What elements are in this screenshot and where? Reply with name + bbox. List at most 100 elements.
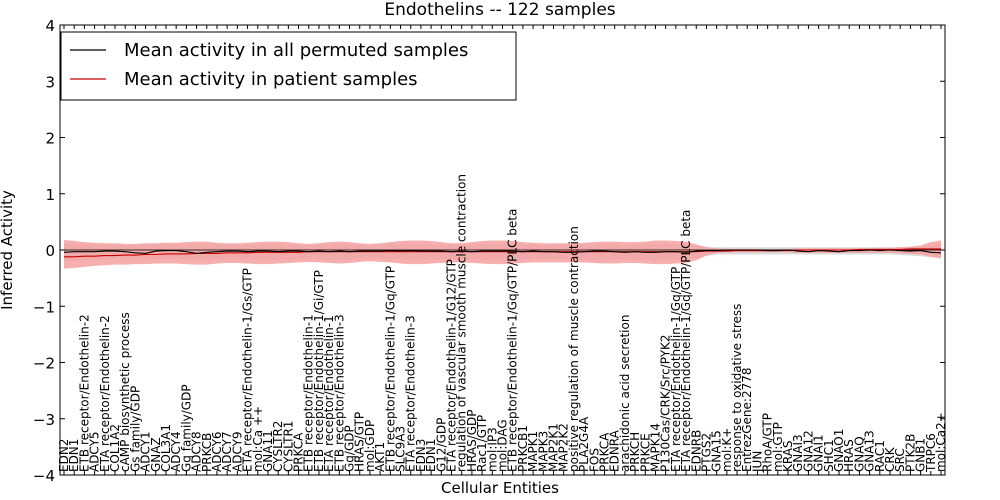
x-tick-label: SLC9A3 — [394, 426, 408, 472]
x-tick-label: P130Cas/CRK/Src/PYK2 — [659, 334, 673, 472]
x-tick-label: ETB receptor/Endothelin-1/Gi/GTP — [312, 270, 326, 472]
x-tick-label: EDN1 — [67, 439, 81, 472]
x-tick-label: PRKCA — [292, 432, 306, 472]
x-tick-label: ETB receptor/Endothelin-1 — [302, 314, 316, 472]
x-tick-label: ETA receptor/Endothelin-1/G12/GTP — [445, 259, 459, 472]
x-tick-label: mol:DAG — [496, 419, 510, 472]
x-tick-label: mol:GDP — [363, 420, 377, 472]
legend: Mean activity in all permuted samples Me… — [60, 31, 517, 101]
legend-label-permuted: Mean activity in all permuted samples — [124, 40, 468, 61]
x-tick-label: ETB receptor/Endothelin-2 — [77, 314, 91, 472]
x-tick-label: GNAZ — [149, 437, 163, 472]
x-tick-label: positive regulation of muscle contractio… — [567, 226, 581, 472]
x-tick-label: GNB1 — [914, 438, 928, 472]
x-tick-label: ETA receptor/Endothelin-1 — [322, 315, 336, 472]
x-tick-label: HRAS/GTP — [353, 412, 367, 472]
x-tick-label: MAP2K1 — [546, 423, 560, 472]
x-tick-label: PRKCB1 — [516, 425, 530, 472]
y-tick-label: 3 — [45, 73, 55, 91]
series-lines — [60, 248, 945, 258]
chart-title: Endothelins -- 122 samples — [384, 0, 615, 20]
x-tick-label: ADCY8 — [190, 431, 204, 472]
x-tick-label: MAPK1 — [526, 431, 540, 472]
x-tick-label: PRKCA — [597, 432, 611, 472]
x-tick-label: ADCY5 — [88, 431, 102, 472]
x-tick-label: mol:K+ — [720, 428, 734, 472]
x-tick-label: GNAO1 — [832, 429, 846, 472]
x-tick-label: Gq family/GDP — [179, 384, 193, 472]
x-tick-label: ETA receptor/Endothelin-3 — [404, 315, 418, 472]
y-tick-label: −1 — [33, 298, 55, 316]
x-tick-label: Rac1/GTP — [475, 415, 489, 472]
x-tick-label: mol:IP3 — [485, 427, 499, 472]
x-tick-label: PLA2G4A — [577, 416, 591, 472]
x-tick-label: EDN1 — [424, 439, 438, 472]
legend-box — [60, 31, 517, 101]
x-tick-label: ADCY9 — [230, 431, 244, 472]
x-tick-label: HRAS — [842, 439, 856, 472]
legend-label-patient: Mean activity in patient samples — [124, 69, 418, 90]
x-tick-label: RAC1 — [873, 440, 887, 472]
x-tick-label: ETA receptor/Endothelin-2 — [98, 315, 112, 472]
x-ticks — [63, 25, 942, 475]
x-tick-label: ETB receptor/Endothelin-1/Gq/GTP/PLC bet… — [506, 209, 520, 472]
x-tick-label: MAP2K2 — [557, 423, 571, 472]
x-tick-label: ADCY4 — [169, 431, 183, 472]
plot-frame — [59, 24, 946, 476]
x-tick-label: EDNRB — [689, 430, 703, 472]
x-tick-label: EDNRA — [608, 429, 622, 472]
x-tick-label: KRAS — [781, 440, 795, 472]
x-tick-label: AKT1 — [373, 442, 387, 472]
x-tick-label: MAPK14 — [648, 423, 662, 472]
x-tick-label: mol:Ca ++ — [251, 406, 265, 472]
x-tick-label: PRKCB — [200, 433, 214, 472]
x-axis-label: Cellular Entities — [441, 479, 559, 497]
x-tick-label: GNA12 — [801, 430, 815, 472]
x-tick-label: GNA11 — [261, 430, 275, 472]
x-tick-label: ADCY1 — [139, 431, 153, 472]
y-tick-label: 4 — [45, 17, 55, 35]
x-tick-label: ADCY7 — [220, 431, 234, 472]
x-tick-label: ETA receptor/Endothelin-1/Gs/GTP — [241, 268, 255, 472]
x-tick-label: ETB receptor/Endothelin-1/Gq/GTP — [383, 266, 397, 472]
y-ticks: 4 3 2 1 0 −1 −2 −3 −4 — [33, 17, 945, 485]
x-tick-label: GNAI3 — [791, 434, 805, 472]
x-tick-label: response to oxidative stress — [730, 304, 744, 472]
x-tick-label: ETA receptor/Endothelin-1/Gq/GTP/PLC bet… — [679, 210, 693, 472]
x-tick-label: COL1A2 — [108, 424, 122, 472]
y-tick-label: 1 — [45, 186, 55, 204]
x-tick-label: GNA13 — [863, 430, 877, 472]
x-tick-label: Gs family/GDP — [128, 386, 142, 472]
x-tick-label: JUN — [750, 451, 764, 473]
x-tick-label: SHC1 — [822, 439, 836, 472]
x-tick-label: COL3A1 — [159, 424, 173, 472]
x-tick-label: HRAS/GDP — [465, 409, 479, 472]
x-tick-label: ADCY6 — [210, 431, 224, 472]
x-tick-label: GNAQ — [852, 436, 866, 472]
x-tick-label: PTK2B — [903, 434, 917, 472]
x-tick-label: mol:GTP — [771, 422, 785, 472]
x-tick-label: ETA receptor/Endothelin-1/Gq/GTP — [669, 267, 683, 472]
y-tick-label: 2 — [45, 130, 55, 148]
x-tick-label: SRC — [893, 448, 907, 472]
x-tick-label: GNA15 — [710, 430, 724, 472]
y-axis-label: Inferred Activity — [0, 190, 16, 310]
x-tick-label: MAPK3 — [536, 431, 550, 472]
x-tick-label: CYSLTR1 — [281, 421, 295, 472]
x-tick-label: RhoA/GTP — [761, 413, 775, 472]
x-tick-label: CYSLTR2 — [271, 421, 285, 472]
x-tick-label: EDN3 — [414, 439, 428, 472]
x-tick-label: mol:Ca2+ — [934, 412, 948, 472]
x-tick-label: arachidonic acid secretion — [618, 315, 632, 472]
y-tick-label: −4 — [33, 467, 55, 485]
x-tick-label: GNAI1 — [812, 434, 826, 472]
patient-confidence-band — [64, 239, 941, 269]
x-tick-label: PRKCE — [638, 433, 652, 472]
x-tick-label: PTGS2 — [699, 433, 713, 472]
x-tick-label: FOS — [587, 448, 601, 472]
x-tick-label: PRKCH — [628, 432, 642, 472]
y-tick-label: −3 — [33, 411, 55, 429]
x-tick-label: cAMP biosynthetic process — [118, 312, 132, 472]
x-tick-label: EntrezGene:2778 — [740, 368, 754, 473]
